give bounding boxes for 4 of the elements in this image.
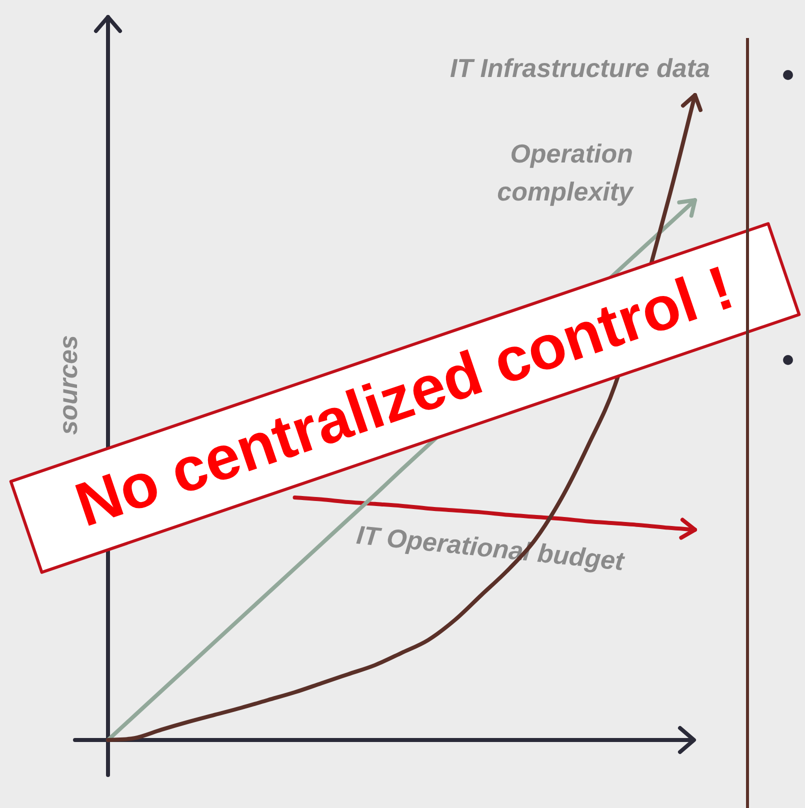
series-label: Operation complexity <box>497 138 635 206</box>
y-axis-title: sources <box>53 335 84 435</box>
series-label: IT Infrastructure data <box>450 53 710 84</box>
text: IT Operational budget <box>355 520 627 576</box>
